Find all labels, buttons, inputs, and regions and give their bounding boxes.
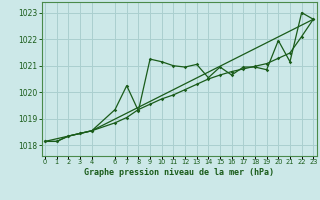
X-axis label: Graphe pression niveau de la mer (hPa): Graphe pression niveau de la mer (hPa) bbox=[84, 168, 274, 177]
